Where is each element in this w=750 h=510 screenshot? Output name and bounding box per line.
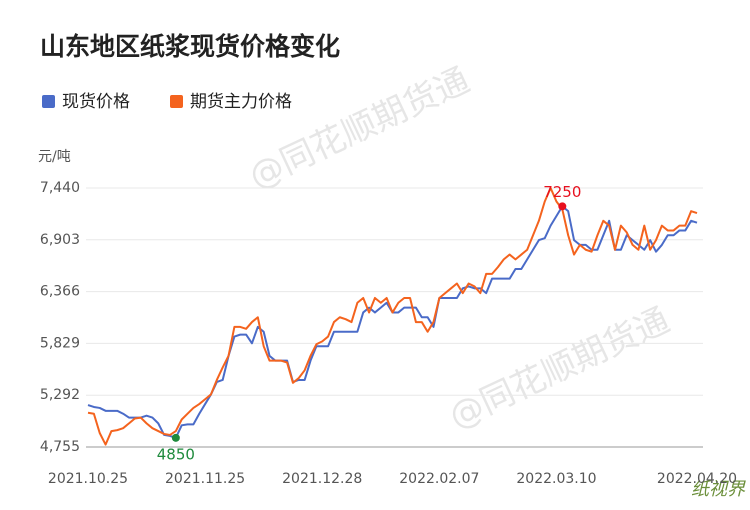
y-tick-label: 6,903 <box>40 232 80 248</box>
legend-label: 期货主力价格 <box>190 92 292 112</box>
chart-title: 山东地区纸浆现货价格变化 <box>40 32 340 61</box>
y-tick-label: 5,292 <box>40 387 80 403</box>
legend-swatch <box>42 95 55 108</box>
y-tick-label: 4,755 <box>40 439 80 455</box>
marked-point <box>171 433 180 442</box>
legend-swatch <box>170 95 183 108</box>
point-label: 7250 <box>543 183 581 201</box>
x-tick-label: 2022.03.10 <box>516 471 596 487</box>
x-tick-label: 2022.02.07 <box>399 471 479 487</box>
y-tick-label: 5,829 <box>40 335 80 351</box>
x-tick-label: 2021.10.25 <box>48 471 128 487</box>
logo: 纸视界 <box>691 479 746 500</box>
point-label: 4850 <box>157 445 195 463</box>
watermark: @同花顺期货通 <box>443 300 676 437</box>
marked-point <box>558 202 567 211</box>
legend-label: 现货价格 <box>62 92 130 112</box>
y-tick-label: 7,440 <box>40 180 80 196</box>
y-unit: 元/吨 <box>38 149 71 165</box>
y-tick-label: 6,366 <box>40 284 80 300</box>
x-tick-label: 2021.12.28 <box>282 471 362 487</box>
series-line <box>87 205 698 439</box>
watermark: @同花顺期货通 <box>243 60 476 197</box>
series-line <box>87 187 698 446</box>
legend: 现货价格 期货主力价格 <box>42 92 292 112</box>
x-tick-label: 2022.04.20 <box>657 471 737 487</box>
x-tick-label: 2021.11.25 <box>165 471 245 487</box>
